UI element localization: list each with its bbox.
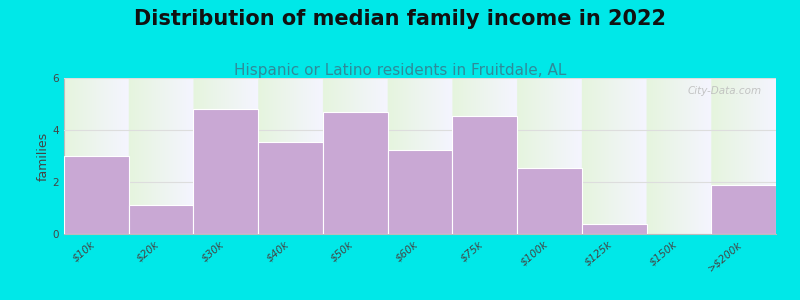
Bar — [388, 149, 452, 234]
Bar — [323, 112, 388, 234]
Text: City-Data.com: City-Data.com — [688, 86, 762, 96]
Bar — [258, 142, 323, 234]
Bar — [129, 206, 194, 234]
Y-axis label: families: families — [37, 131, 50, 181]
Bar — [517, 168, 582, 234]
Text: Distribution of median family income in 2022: Distribution of median family income in … — [134, 9, 666, 29]
Bar — [711, 184, 776, 234]
Bar — [582, 224, 646, 234]
Bar — [194, 109, 258, 234]
Bar — [64, 156, 129, 234]
Text: Hispanic or Latino residents in Fruitdale, AL: Hispanic or Latino residents in Fruitdal… — [234, 63, 566, 78]
Bar — [452, 116, 517, 234]
